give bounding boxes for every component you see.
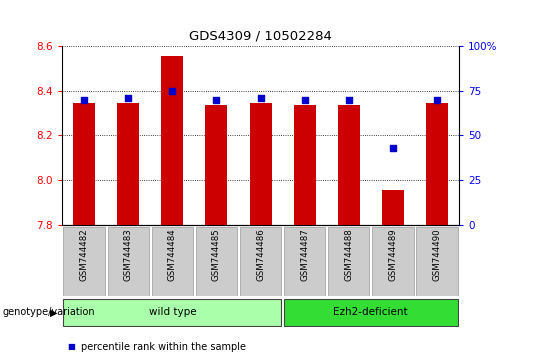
Text: GSM744490: GSM744490 [433, 229, 441, 281]
Point [256, 95, 265, 101]
Text: Ezh2-deficient: Ezh2-deficient [334, 307, 408, 318]
Bar [161, 56, 184, 225]
Point [300, 97, 309, 103]
Bar [195, 227, 237, 296]
Text: GSM744487: GSM744487 [300, 229, 309, 281]
Point [212, 97, 221, 103]
Bar [205, 105, 227, 225]
Text: genotype/variation: genotype/variation [3, 307, 96, 318]
Bar [152, 227, 193, 296]
Text: GSM744482: GSM744482 [80, 229, 89, 281]
Text: GSM744489: GSM744489 [388, 229, 397, 281]
Bar [117, 103, 139, 225]
Title: GDS4309 / 10502284: GDS4309 / 10502284 [189, 29, 332, 42]
Bar [63, 227, 105, 296]
Text: ▶: ▶ [50, 307, 58, 318]
Bar [249, 103, 272, 225]
Text: percentile rank within the sample: percentile rank within the sample [81, 342, 246, 352]
Text: GSM744488: GSM744488 [345, 229, 353, 281]
Text: GSM744486: GSM744486 [256, 229, 265, 281]
Point [168, 88, 177, 93]
Bar [107, 227, 149, 296]
Bar [426, 103, 448, 225]
Text: GSM744484: GSM744484 [168, 229, 177, 281]
Point [433, 97, 441, 103]
Text: wild type: wild type [148, 307, 196, 318]
Text: GSM744483: GSM744483 [124, 229, 133, 281]
Bar [294, 105, 316, 225]
Bar [372, 227, 414, 296]
Bar [73, 103, 95, 225]
Bar [240, 227, 281, 296]
Bar [284, 227, 326, 296]
Bar [328, 227, 369, 296]
Point [80, 97, 89, 103]
Bar [63, 299, 281, 326]
Bar [338, 105, 360, 225]
Point [124, 95, 133, 101]
Text: GSM744485: GSM744485 [212, 229, 221, 281]
Bar [382, 190, 404, 225]
Text: ■: ■ [68, 342, 76, 352]
Bar [284, 299, 458, 326]
Bar [416, 227, 458, 296]
Point [345, 97, 353, 103]
Point [388, 145, 397, 151]
